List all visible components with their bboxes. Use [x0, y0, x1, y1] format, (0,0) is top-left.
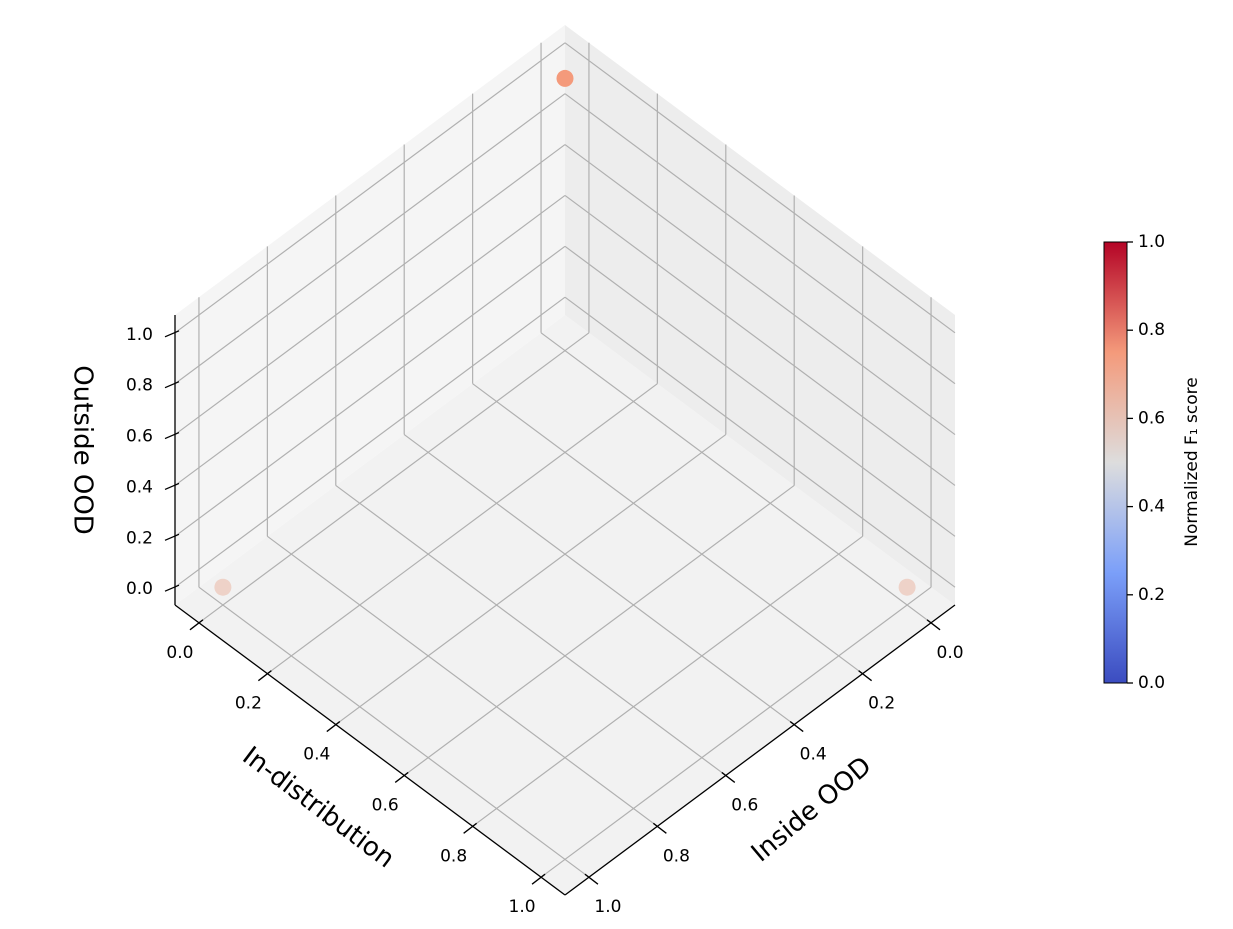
y-tick [926, 619, 941, 631]
colorbar [1103, 241, 1128, 684]
grid-line [267, 535, 658, 827]
grid-line [564, 144, 956, 436]
z-tick [164, 584, 180, 592]
grid-line [198, 586, 590, 878]
x-axis-line [174, 604, 566, 896]
y-axis-label: Inside OOD [746, 751, 878, 868]
wall-pane [175, 25, 565, 605]
point [898, 578, 916, 596]
z-tick-label: 0.2 [126, 528, 153, 548]
x-tick [531, 873, 546, 885]
colorbar-tick-label: 0.2 [1138, 585, 1165, 605]
grid-line [174, 245, 566, 537]
grid-line [335, 484, 727, 776]
y-tick-label: 1.0 [594, 897, 621, 917]
grid-line [174, 194, 566, 486]
z-tick [164, 330, 180, 338]
y-tick-label: 0.4 [800, 745, 827, 765]
x-tick [189, 619, 204, 631]
grid-line [472, 535, 863, 827]
x-tick-label: 1.0 [509, 897, 536, 917]
x-tick [463, 822, 478, 834]
grid-line [540, 586, 932, 878]
x-tick [326, 721, 341, 733]
y-tick [721, 771, 736, 783]
z-tick-label: 0.6 [126, 427, 153, 447]
grid-line [564, 42, 956, 334]
x-tick-label: 0.4 [303, 745, 330, 765]
grid-line [564, 93, 956, 385]
z-tick-label: 1.0 [126, 325, 153, 345]
z-tick-label: 0.0 [126, 579, 153, 599]
x-tick-label: 0.2 [235, 694, 262, 714]
colorbar-tick-label: 1.0 [1138, 232, 1165, 252]
z-axis-label: Outside OOD [68, 365, 98, 535]
y-tick [652, 822, 667, 834]
z-tick [164, 381, 180, 389]
point [556, 69, 574, 87]
colorbar-tick-label: 0.4 [1138, 497, 1165, 517]
y-axis-line [564, 604, 956, 896]
grid-line [198, 332, 590, 624]
x-tick-label: 0.0 [166, 643, 193, 663]
z-tick-label: 0.8 [126, 376, 153, 396]
y-tick-label: 0.8 [663, 846, 690, 866]
colorbar-label: Normalized F₁ score [1182, 377, 1202, 547]
grid-line [403, 484, 795, 776]
y-tick [789, 721, 804, 733]
y-tick [584, 873, 599, 885]
y-tick [858, 670, 873, 682]
colorbar-tick-label: 0.0 [1138, 673, 1165, 693]
x-tick-label: 0.6 [372, 795, 399, 815]
z-tick [164, 533, 180, 541]
x-tick [394, 771, 409, 783]
x-tick-label: 0.8 [440, 846, 467, 866]
grid-line [174, 42, 566, 334]
y-tick-label: 0.0 [937, 643, 964, 663]
y-tick-label: 0.6 [731, 795, 758, 815]
grid-line [335, 434, 727, 726]
grid-line [174, 144, 566, 436]
colorbar-tick-label: 0.8 [1138, 320, 1165, 340]
y-tick-label: 0.2 [868, 694, 895, 714]
grid-line [174, 93, 566, 385]
wall-pane [565, 25, 955, 605]
grid-line [564, 296, 956, 588]
grid-line [564, 194, 956, 486]
grid-line [403, 434, 795, 726]
grid-line [174, 296, 566, 588]
z-tick [164, 482, 180, 491]
grid-line [472, 383, 863, 675]
grid-line [564, 245, 956, 537]
x-tick [257, 670, 272, 682]
z-tick [164, 431, 180, 440]
colorbar-tick-label: 0.6 [1138, 408, 1165, 428]
grid-line [540, 332, 932, 624]
point [214, 578, 232, 596]
z-tick-label: 0.4 [126, 477, 153, 497]
grid-line [267, 383, 658, 675]
